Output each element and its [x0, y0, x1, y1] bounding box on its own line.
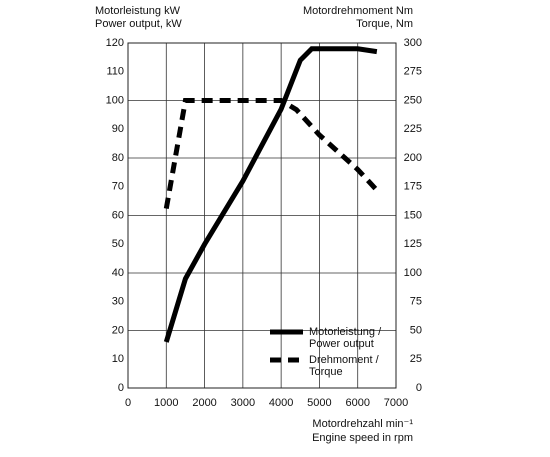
y-tick-label: 30 [112, 296, 124, 308]
legend-label: Motorleistung / Power output [309, 326, 382, 350]
x-label: Engine speed in rpm [312, 432, 413, 444]
x-tick-label: 1000 [154, 397, 178, 409]
x-tick-label: 7000 [384, 397, 408, 409]
series-line [163, 98, 379, 210]
y-tick-label: 50 [112, 238, 124, 250]
y-tick-label: 80 [112, 152, 124, 164]
y2-tick-label: 250 [404, 94, 422, 106]
y2-label: Torque, Nm [356, 18, 413, 30]
y2-tick-label: 200 [404, 152, 422, 164]
y2-tick-label: 125 [404, 238, 422, 250]
y-label: Motorleistung kW [95, 5, 181, 17]
legend-label: Drehmoment / Torque [309, 354, 379, 378]
plot-frame [127, 42, 397, 389]
y-tick-label: 0 [118, 382, 124, 394]
x-tick-label: 0 [125, 397, 131, 409]
x-tick-label: 5000 [307, 397, 331, 409]
y-label: Power output, kW [95, 18, 182, 30]
y2-tick-label: 75 [410, 296, 422, 308]
y-tick-label: 70 [112, 181, 124, 193]
x-tick-label: 3000 [231, 397, 255, 409]
y2-tick-label: 175 [404, 181, 422, 193]
x-tick-label: 4000 [269, 397, 293, 409]
y-tick-label: 60 [112, 209, 124, 221]
y2-tick-label: 50 [410, 324, 422, 336]
x-label: Motordrehzahl min⁻¹ [312, 418, 413, 430]
y-tick-label: 120 [106, 37, 124, 49]
x-tick-label: 6000 [345, 397, 369, 409]
series-line [163, 46, 378, 343]
y2-tick-label: 25 [410, 353, 422, 365]
y-tick-label: 10 [112, 353, 124, 365]
y-tick-label: 100 [106, 94, 124, 106]
y2-label: Motordrehmoment Nm [303, 5, 413, 17]
y-tick-label: 90 [112, 123, 124, 135]
y2-tick-label: 275 [404, 66, 422, 78]
y2-tick-label: 150 [404, 209, 422, 221]
y2-tick-label: 300 [404, 37, 422, 49]
y-tick-label: 110 [106, 66, 124, 78]
x-tick-label: 2000 [192, 397, 216, 409]
y-tick-label: 40 [112, 267, 124, 279]
y2-tick-label: 225 [404, 123, 422, 135]
y-tick-label: 20 [112, 324, 124, 336]
y2-tick-label: 100 [404, 267, 422, 279]
y2-tick-label: 0 [416, 382, 422, 394]
